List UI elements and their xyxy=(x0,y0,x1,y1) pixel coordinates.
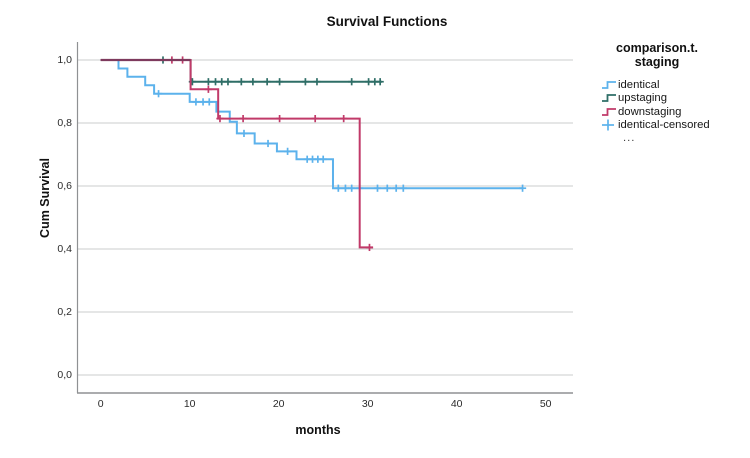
x-tick-label: 40 xyxy=(450,398,463,410)
y-tick-label: 1,0 xyxy=(57,54,72,66)
step-line-icon xyxy=(601,106,618,118)
y-tick-label: 0,2 xyxy=(57,306,72,318)
series-line-identical xyxy=(100,59,524,190)
legend-entry-downstaging: downstaging xyxy=(601,105,749,119)
legend-title-line1: comparison.t. xyxy=(616,41,698,55)
x-tick-label: 10 xyxy=(183,398,196,410)
legend-title-line2: staging xyxy=(634,54,680,69)
legend-entries: identical upstaging downstaging identical-c… xyxy=(601,78,749,144)
legend-entry-label: identical xyxy=(618,78,660,91)
x-tick-label: 30 xyxy=(361,398,374,410)
step-line-icon xyxy=(601,79,618,91)
series-line-downstaging xyxy=(100,59,374,249)
legend-entry-label: upstaging xyxy=(618,92,667,105)
chart-title: Survival Functions xyxy=(326,14,448,29)
y-tick-label: 0,6 xyxy=(57,180,72,192)
x-tick-label: 20 xyxy=(272,398,285,410)
legend-title: comparison.t. staging xyxy=(601,41,713,69)
legend-more-indicator: ... xyxy=(623,132,636,144)
legend-entry-label: downstaging xyxy=(618,105,682,118)
x-tick-label: 50 xyxy=(539,398,552,410)
legend: comparison.t. staging identical upstaging… xyxy=(601,41,749,144)
x-tick-label: 0 xyxy=(97,398,104,410)
legend-entry-upstaging: upstaging xyxy=(601,92,749,106)
censored-plus-icon xyxy=(601,119,618,131)
legend-entry-identical-censored: identical-censored xyxy=(601,119,749,133)
y-axis-title: Cum Survival xyxy=(38,158,52,238)
legend-entry-identical: identical xyxy=(601,78,749,92)
x-axis-title: months xyxy=(295,423,341,437)
y-tick-label: 0,4 xyxy=(57,243,72,255)
step-line-icon xyxy=(601,92,618,104)
y-tick-label: 0,8 xyxy=(57,117,72,129)
y-tick-label: 0,0 xyxy=(57,369,72,381)
legend-entry-label: identical-censored xyxy=(618,119,710,132)
